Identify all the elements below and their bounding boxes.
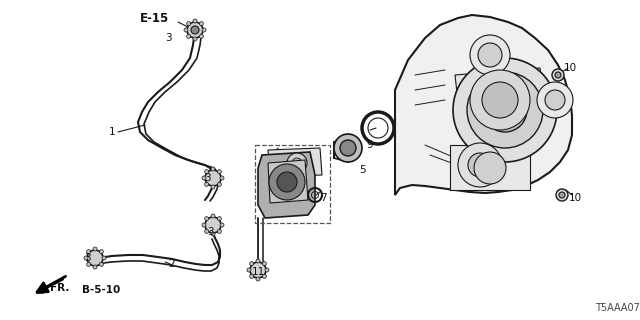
Circle shape (187, 34, 191, 38)
Circle shape (200, 22, 204, 26)
Circle shape (191, 26, 199, 34)
Circle shape (205, 170, 209, 174)
Circle shape (256, 259, 260, 263)
Circle shape (187, 22, 203, 38)
Circle shape (478, 43, 502, 67)
Circle shape (93, 247, 97, 251)
Circle shape (474, 152, 506, 184)
Circle shape (200, 34, 204, 38)
Text: 6: 6 (281, 150, 287, 160)
Circle shape (193, 37, 197, 41)
Circle shape (99, 262, 104, 266)
Circle shape (250, 262, 253, 266)
Circle shape (250, 262, 266, 278)
Text: 7: 7 (320, 193, 326, 203)
Circle shape (559, 192, 565, 198)
Circle shape (184, 28, 188, 32)
Circle shape (250, 274, 253, 278)
Polygon shape (258, 152, 315, 218)
Circle shape (205, 217, 221, 233)
Text: B-5-10: B-5-10 (82, 285, 120, 295)
Circle shape (537, 82, 573, 118)
Text: 3: 3 (84, 253, 90, 263)
Circle shape (218, 229, 221, 233)
Circle shape (470, 70, 530, 130)
Text: 8: 8 (307, 173, 314, 183)
Circle shape (205, 170, 221, 186)
Circle shape (211, 185, 215, 189)
Circle shape (334, 134, 362, 162)
Text: 10: 10 (568, 193, 582, 203)
Circle shape (552, 69, 564, 81)
Circle shape (482, 82, 518, 118)
Circle shape (202, 223, 206, 227)
Text: 9: 9 (367, 140, 373, 150)
Circle shape (202, 28, 206, 32)
Circle shape (218, 182, 221, 186)
Circle shape (205, 217, 209, 220)
Circle shape (218, 217, 221, 220)
Text: 2: 2 (169, 259, 175, 269)
Circle shape (93, 265, 97, 269)
Circle shape (193, 19, 197, 23)
Circle shape (86, 250, 91, 254)
Circle shape (555, 72, 561, 78)
Circle shape (483, 88, 527, 132)
Circle shape (277, 172, 297, 192)
Circle shape (468, 153, 492, 177)
Circle shape (269, 164, 305, 200)
Circle shape (556, 189, 568, 201)
Circle shape (218, 170, 221, 174)
Circle shape (87, 250, 103, 266)
Circle shape (211, 214, 215, 218)
Circle shape (102, 256, 106, 260)
Circle shape (262, 262, 266, 266)
Circle shape (247, 268, 251, 272)
Text: 10: 10 (563, 63, 577, 73)
Text: 11: 11 (252, 267, 264, 277)
Circle shape (292, 158, 302, 168)
Circle shape (340, 140, 356, 156)
Circle shape (453, 58, 557, 162)
Circle shape (99, 250, 104, 254)
Circle shape (220, 223, 224, 227)
Circle shape (265, 268, 269, 272)
Circle shape (495, 100, 515, 120)
Text: T5AAA0700: T5AAA0700 (595, 303, 640, 313)
Circle shape (205, 182, 209, 186)
Circle shape (262, 274, 266, 278)
Bar (255, 145, 330, 223)
Text: 1: 1 (109, 127, 115, 137)
Circle shape (220, 176, 224, 180)
Polygon shape (395, 15, 572, 195)
Circle shape (467, 72, 543, 148)
Circle shape (211, 167, 215, 171)
Circle shape (287, 153, 307, 173)
Circle shape (205, 229, 209, 233)
Circle shape (84, 256, 88, 260)
Circle shape (458, 143, 502, 187)
Circle shape (545, 90, 565, 110)
Text: 5: 5 (360, 165, 366, 175)
Circle shape (211, 232, 215, 236)
Text: FR.: FR. (50, 283, 69, 293)
Polygon shape (455, 68, 548, 138)
Circle shape (86, 262, 91, 266)
Text: E-15: E-15 (140, 12, 169, 25)
Text: 3: 3 (207, 227, 213, 237)
Circle shape (470, 35, 510, 75)
Text: 3: 3 (164, 33, 172, 43)
Polygon shape (268, 160, 308, 203)
Circle shape (202, 176, 206, 180)
Circle shape (256, 277, 260, 281)
Polygon shape (450, 145, 530, 190)
Circle shape (187, 22, 191, 26)
Polygon shape (268, 148, 322, 177)
Text: 3: 3 (204, 173, 211, 183)
